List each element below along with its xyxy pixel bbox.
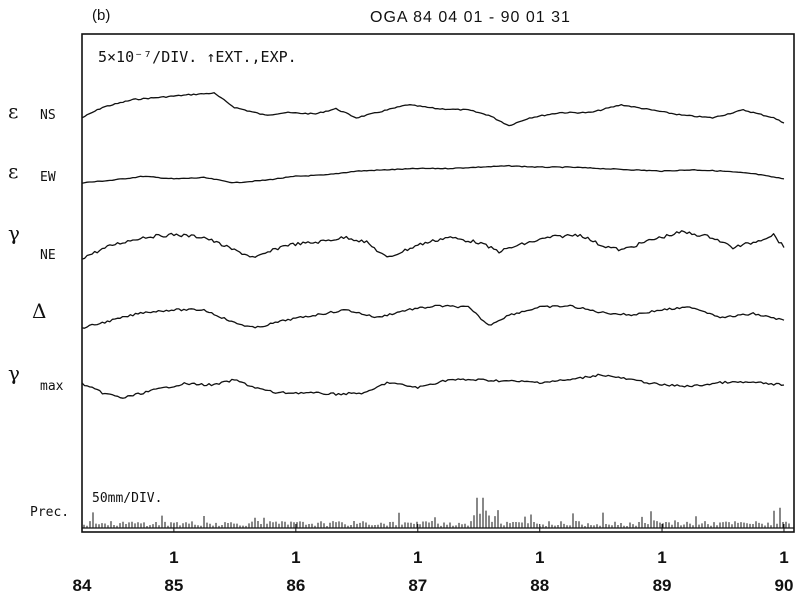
label-delta-symbol: Δ [32,299,46,323]
series-labels: ε NS ε EW γ NE Δ γ max Prec. [8,99,69,520]
label-gamma-ne-sub: NE [40,248,56,263]
series-layer [81,92,785,399]
label-gamma-ne-symbol: γ [8,221,20,245]
series-line-gamma-ne [81,230,785,260]
label-gamma-max-sub: max [40,379,64,394]
label-eps-ns-sub: NS [40,108,56,123]
x-tick-year-label: 86 [286,576,305,595]
series-line-eps-ns [81,92,785,127]
precipitation-bars [82,497,794,529]
label-gamma-ne: γ NE [8,221,56,263]
x-tick-year-label: 85 [164,576,183,595]
x-tick-month-label: 1 [657,548,666,567]
x-tick-month-label: 1 [535,548,544,567]
x-tick-year-label: 90 [775,576,794,595]
label-gamma-max-symbol: γ [8,361,20,385]
chart-title: OGA 84 04 01 - 90 01 31 [370,9,571,26]
series-line-gamma-max [81,373,785,399]
scale-note: 5×10⁻⁷/DIV. ↑EXT.,EXP. [98,48,297,66]
x-axis: 84 1 85 1 86 1 87 1 88 1 89 1 90 [73,524,794,595]
precip-scale-note: 50mm/DIV. [92,491,162,506]
label-eps-ew: ε EW [8,159,56,185]
series-line-delta [81,304,785,329]
label-prec: Prec. [30,505,69,520]
series-line-eps-ew [81,164,785,184]
panel-label: (b) [92,7,110,24]
plot-frame [81,33,795,533]
label-eps-ew-sub: EW [40,170,56,185]
label-delta: Δ [32,299,46,323]
x-tick-year-label: 88 [530,576,549,595]
label-eps-ns-symbol: ε [8,99,18,123]
label-eps-ew-symbol: ε [8,159,18,183]
x-tick-month-label: 1 [779,548,788,567]
x-tick-year-label: 84 [73,576,92,595]
x-tick-month-label: 1 [169,548,178,567]
x-tick-month-label: 1 [291,548,300,567]
x-tick-month-label: 1 [413,548,422,567]
label-eps-ns: ε NS [8,99,56,123]
label-gamma-max: γ max [8,361,64,394]
x-tick-year-label: 89 [653,576,672,595]
x-tick-year-label: 87 [408,576,427,595]
